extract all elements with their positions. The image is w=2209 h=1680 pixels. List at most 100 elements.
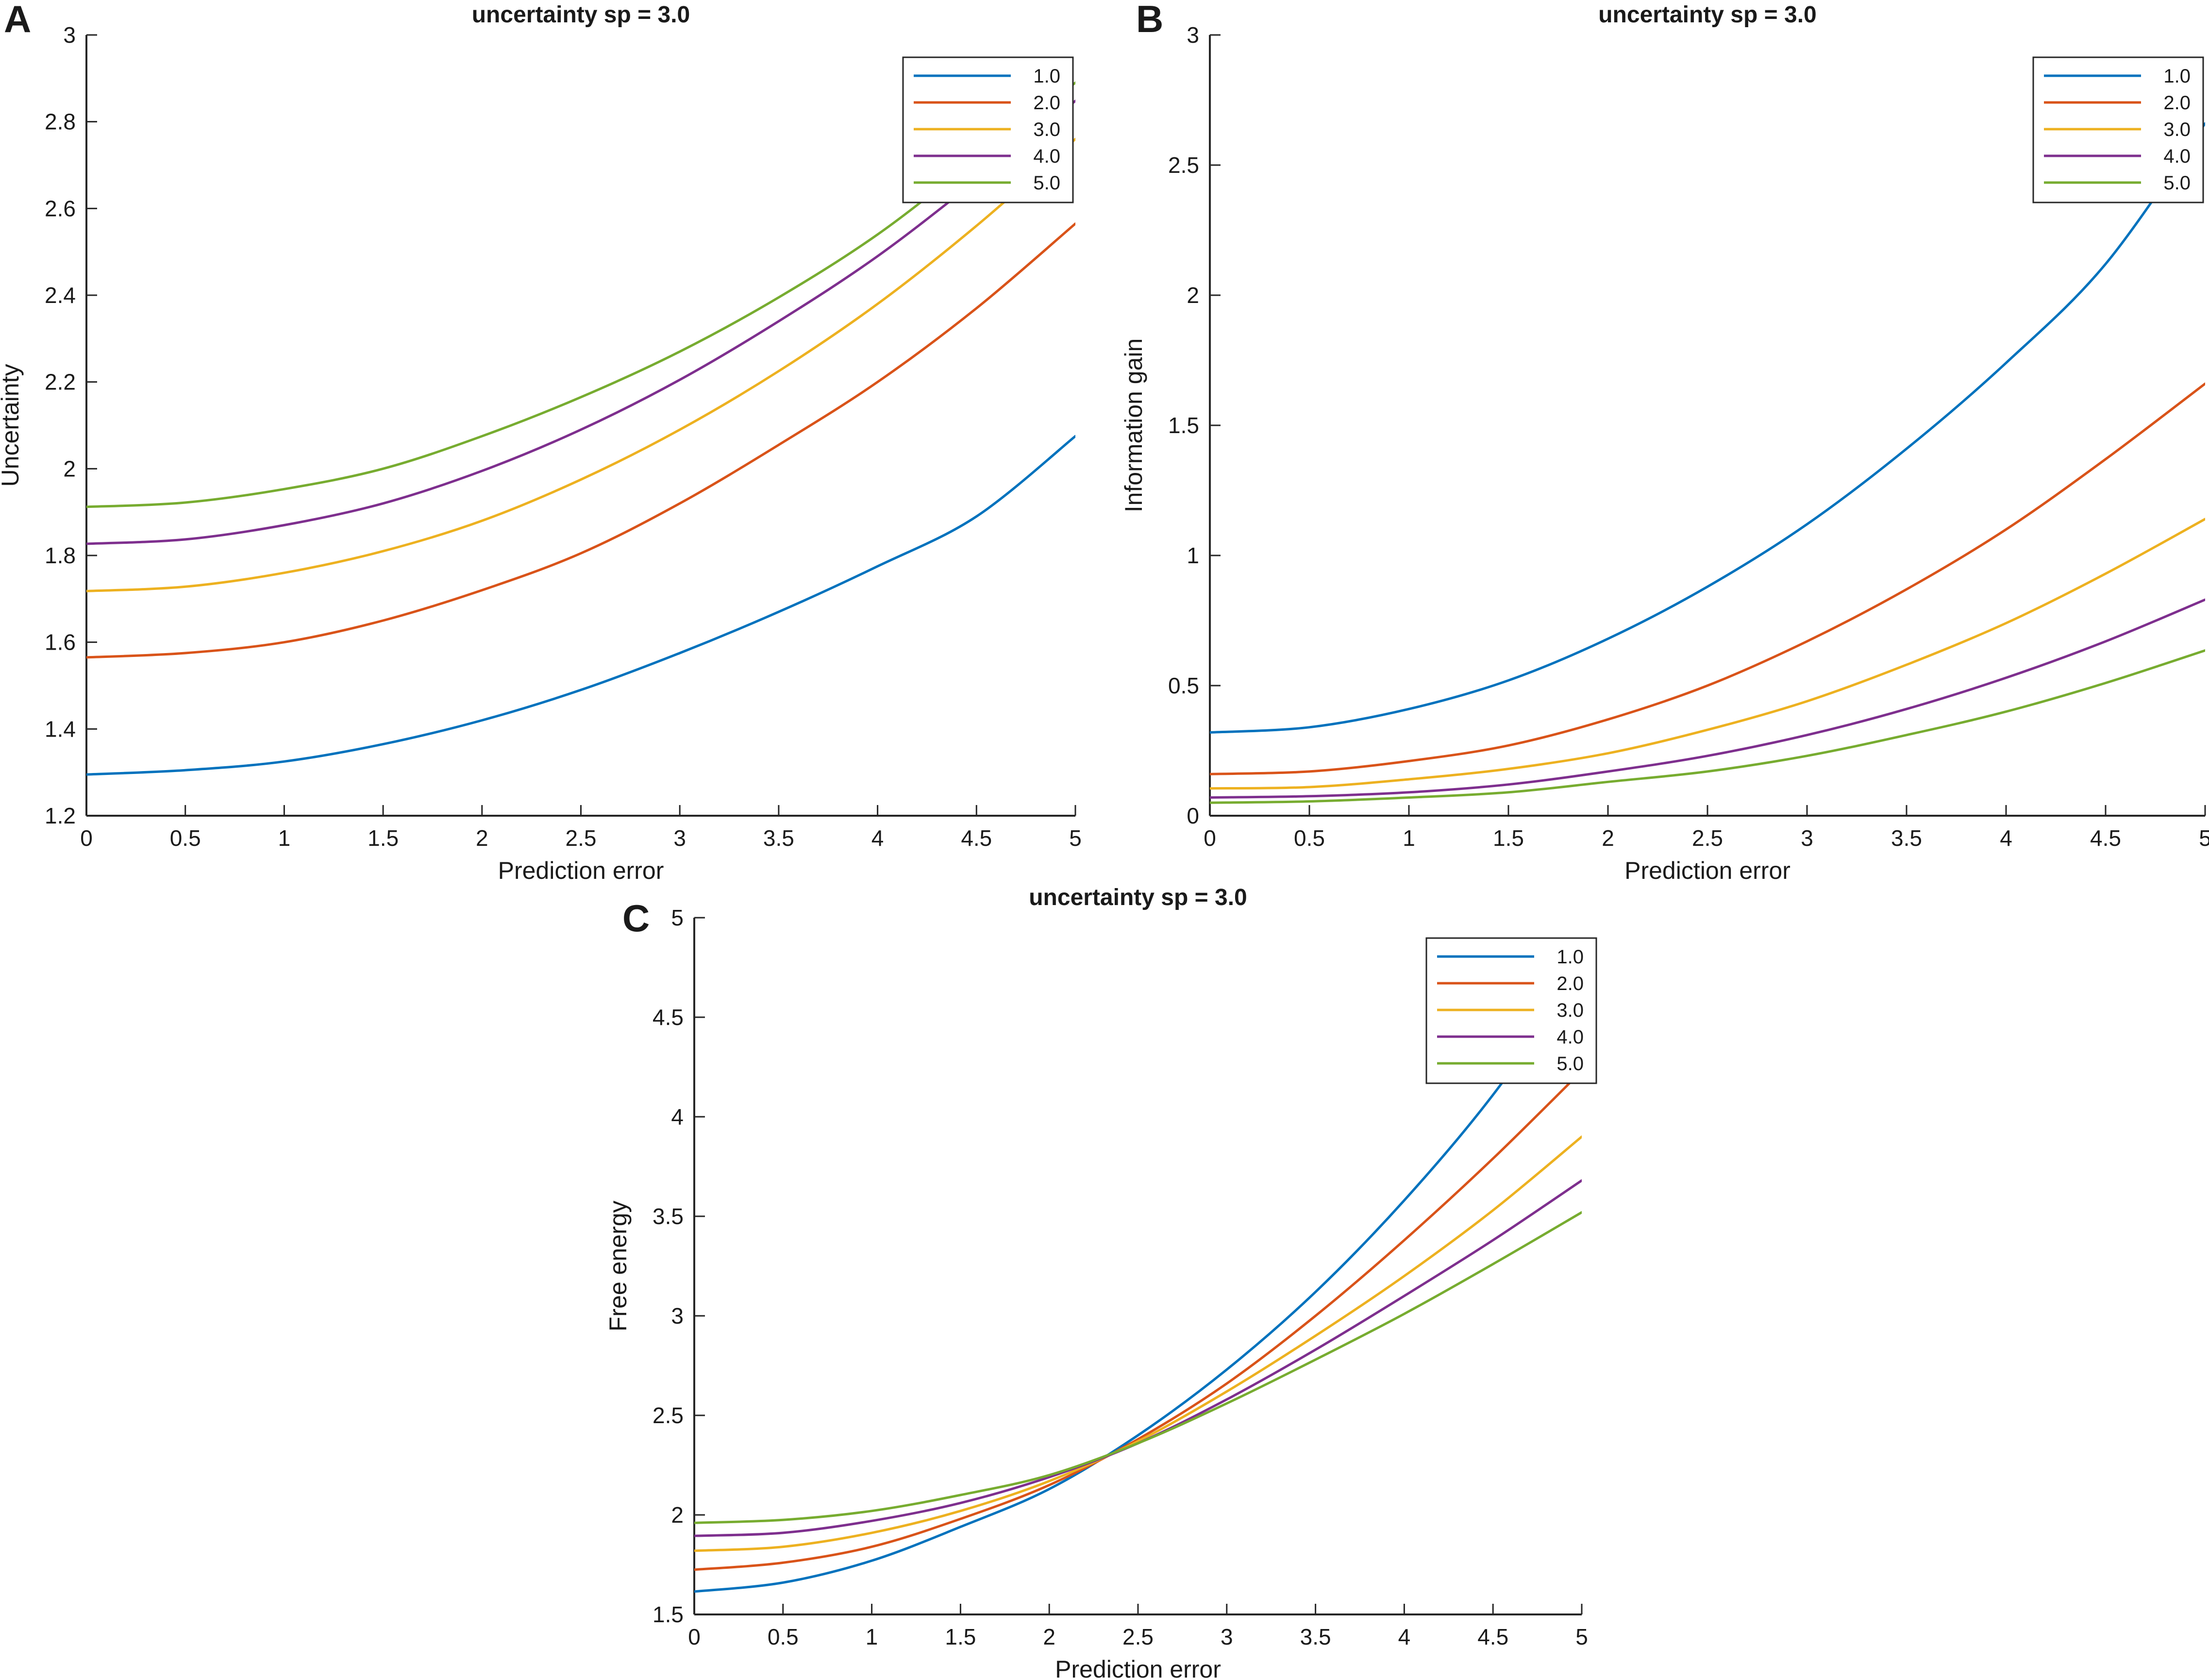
legend: 1.0 2.0 3.0 4.0 5.0 xyxy=(902,56,1074,203)
x-tick-label: 3 xyxy=(673,825,686,851)
series-lines xyxy=(694,968,1582,1593)
y-tick-label: 2.8 xyxy=(45,109,76,134)
x-tick-label: 1.5 xyxy=(945,1624,976,1649)
series-line-2-0 xyxy=(86,222,1075,659)
panel-letter: C xyxy=(622,897,650,940)
x-tick-label: 4 xyxy=(1398,1624,1411,1649)
x-tick-label: 1.5 xyxy=(1493,825,1524,851)
x-tick-label: 4 xyxy=(871,825,884,851)
y-tick-label: 2.5 xyxy=(1168,152,1199,178)
legend-label: 3.0 xyxy=(1033,119,1060,140)
series-lines xyxy=(86,81,1075,776)
legend-label: 3.0 xyxy=(2163,119,2191,140)
series-line-3-0 xyxy=(694,1135,1582,1552)
x-tick-label: 1.5 xyxy=(368,825,399,851)
y-tick-label: 1.6 xyxy=(45,630,76,655)
x-tick-label: 0.5 xyxy=(1294,825,1325,851)
y-tick-label: 0.5 xyxy=(1168,673,1199,698)
y-tick-label: 1.8 xyxy=(45,543,76,568)
series-line-4-0 xyxy=(86,100,1075,545)
x-tick-label: 2 xyxy=(1043,1624,1055,1649)
series-line-3-0 xyxy=(86,137,1075,592)
y-tick-label: 1.5 xyxy=(653,1602,684,1627)
y-tick-label: 2.4 xyxy=(45,283,76,308)
x-tick-label: 4.5 xyxy=(2090,825,2121,851)
series-line-2-0 xyxy=(1210,382,2205,775)
x-tick-label: 5 xyxy=(1575,1624,1588,1649)
x-tick-label: 4.5 xyxy=(1477,1624,1508,1649)
x-tick-label: 0.5 xyxy=(170,825,201,851)
series-line-3-0 xyxy=(1210,518,2205,790)
legend-label: 2.0 xyxy=(1033,92,1060,114)
series-line-1-0 xyxy=(1210,122,2205,734)
legend-label: 1.0 xyxy=(1033,66,1060,87)
chart-title: uncertainty sp = 3.0 xyxy=(1598,2,1817,28)
x-tick-label: 3.5 xyxy=(1300,1624,1331,1649)
y-tick-label: 5 xyxy=(671,905,684,930)
x-tick-label: 3.5 xyxy=(1891,825,1922,851)
x-tick-label: 0 xyxy=(688,1624,701,1649)
series-line-2-0 xyxy=(694,1070,1582,1571)
legend-label: 5.0 xyxy=(1033,172,1060,194)
chart-title: uncertainty sp = 3.0 xyxy=(1029,885,1247,910)
y-axis-label: Uncertainty xyxy=(0,364,24,487)
series-line-1-0 xyxy=(694,968,1582,1593)
legend-label: 5.0 xyxy=(2163,172,2191,194)
x-tick-label: 0.5 xyxy=(768,1624,799,1649)
x-tick-label: 1 xyxy=(1403,825,1415,851)
x-tick-label: 5 xyxy=(1069,825,1082,851)
y-tick-label: 1 xyxy=(1187,543,1199,568)
y-tick-label: 4.5 xyxy=(653,1005,684,1030)
x-tick-label: 5 xyxy=(2199,825,2209,851)
y-axis-label: Free energy xyxy=(604,1201,632,1332)
x-tick-label: 1 xyxy=(866,1624,878,1649)
legend-label: 4.0 xyxy=(2163,146,2191,167)
x-tick-label: 4 xyxy=(2000,825,2012,851)
x-tick-label: 2.5 xyxy=(566,825,597,851)
y-tick-label: 3.5 xyxy=(653,1204,684,1229)
y-tick-label: 2.5 xyxy=(653,1403,684,1428)
y-tick-label: 2.6 xyxy=(45,196,76,221)
y-tick-label: 0 xyxy=(1187,803,1199,828)
y-tick-label: 3 xyxy=(63,22,76,48)
x-tick-label: 3 xyxy=(1801,825,1813,851)
y-tick-label: 2.2 xyxy=(45,370,76,395)
y-tick-label: 2 xyxy=(1187,283,1199,308)
y-tick-label: 4 xyxy=(671,1104,684,1129)
x-axis-label: Prediction error xyxy=(1055,1656,1221,1680)
x-tick-label: 0 xyxy=(1204,825,1216,851)
legend-label: 1.0 xyxy=(1556,946,1584,968)
series-line-5-0 xyxy=(694,1211,1582,1524)
x-axis-label: Prediction error xyxy=(1624,857,1791,884)
x-axis-label: Prediction error xyxy=(498,857,664,884)
series-line-4-0 xyxy=(694,1179,1582,1537)
series-lines xyxy=(1210,122,2205,804)
legend-label: 2.0 xyxy=(2163,92,2191,114)
x-tick-label: 3 xyxy=(1221,1624,1233,1649)
panel-letter: B xyxy=(1136,0,1163,40)
y-tick-label: 2 xyxy=(63,456,76,481)
y-tick-label: 3 xyxy=(1187,22,1199,48)
series-line-4-0 xyxy=(1210,598,2205,799)
y-tick-label: 1.5 xyxy=(1168,413,1199,438)
x-tick-label: 2 xyxy=(1602,825,1614,851)
y-tick-label: 1.2 xyxy=(45,803,76,828)
x-tick-label: 2.5 xyxy=(1122,1624,1154,1649)
series-line-1-0 xyxy=(86,435,1075,776)
legend-label: 5.0 xyxy=(1556,1053,1584,1075)
x-tick-label: 2.5 xyxy=(1692,825,1723,851)
legend-label: 3.0 xyxy=(1556,1000,1584,1021)
x-tick-label: 1 xyxy=(278,825,291,851)
chart-title: uncertainty sp = 3.0 xyxy=(472,2,690,28)
panel-letter: A xyxy=(4,0,31,40)
legend-label: 4.0 xyxy=(1033,146,1060,167)
x-tick-label: 2 xyxy=(476,825,488,851)
x-tick-label: 4.5 xyxy=(961,825,992,851)
x-tick-label: 3.5 xyxy=(763,825,794,851)
legend: 1.0 2.0 3.0 4.0 5.0 xyxy=(2032,56,2204,203)
legend-label: 4.0 xyxy=(1556,1026,1584,1048)
y-tick-label: 2 xyxy=(671,1502,684,1528)
